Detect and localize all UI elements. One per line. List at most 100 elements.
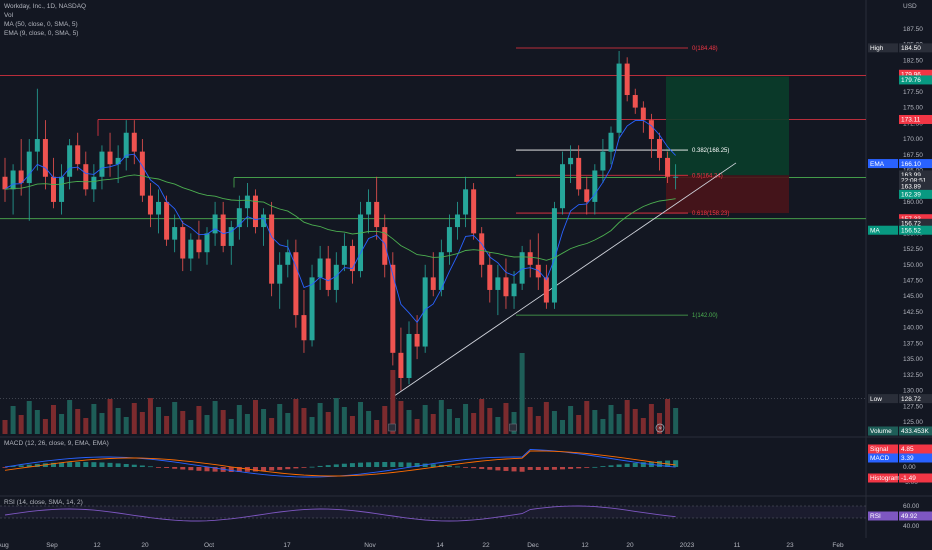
volume-bar	[535, 416, 541, 434]
lightning-bolt	[658, 425, 662, 431]
volume-bar	[568, 406, 574, 434]
volume-bar	[26, 401, 32, 434]
vol-legend: Vol	[4, 12, 13, 19]
volume-bar	[309, 417, 315, 434]
time-axis-label: 20	[626, 542, 634, 549]
volume-bar	[212, 401, 218, 434]
candle-body	[495, 277, 501, 290]
ma-label: MA (50, close, 0, SMA, 5)	[4, 21, 78, 28]
volume-bar	[131, 403, 137, 434]
candle-body	[10, 170, 16, 190]
signal-line	[4, 450, 676, 477]
candle-body	[398, 352, 404, 378]
price-tag: 156.72	[899, 218, 932, 228]
fib-level-label: 0.618(158.23)	[692, 211, 729, 217]
candle-body	[640, 107, 646, 121]
tag-value-box	[899, 189, 932, 199]
macd-histogram-bar	[398, 462, 404, 467]
candle-body	[180, 227, 186, 259]
price-axis-label: 135.00	[903, 356, 923, 363]
candle-body	[156, 201, 162, 215]
price-axis-label: 187.50	[903, 26, 923, 33]
macd-histogram-bar	[495, 467, 501, 471]
macd-histogram-bar	[301, 467, 307, 468]
candle-body	[293, 252, 299, 316]
volume-bar	[156, 407, 162, 434]
candle-body	[600, 151, 606, 171]
symbol-legend: Workday, Inc., 1D, NASDAQ	[4, 3, 86, 10]
tag-value-text: 3.39	[901, 455, 914, 462]
currency-label: USD	[903, 3, 917, 10]
volume-bar	[301, 408, 307, 434]
candle-body	[358, 214, 364, 272]
price-axis-label: 170.00	[903, 136, 923, 143]
trend-line	[391, 162, 737, 398]
candle-body	[236, 208, 242, 228]
macd-histogram-bar	[115, 463, 121, 467]
macd-histogram-bar	[656, 460, 662, 467]
candle-body	[414, 333, 420, 347]
tag-label-box	[868, 453, 898, 463]
price-axis-label: 137.50	[903, 340, 923, 347]
volume-bar	[293, 399, 299, 434]
volume-bar	[341, 407, 347, 434]
tag-label-box	[868, 511, 898, 521]
macd-histogram-bar	[228, 467, 234, 472]
volume-bar	[285, 413, 291, 434]
macd-histogram-bar	[535, 467, 541, 470]
rsi-legend: RSI (14, close, SMA, 14, 2)	[4, 499, 83, 506]
tag-value-box	[899, 453, 932, 463]
macd-histogram-bar	[519, 467, 525, 472]
volume-bar	[463, 404, 469, 434]
volume-bar	[333, 398, 339, 434]
macd-histogram-bar	[543, 467, 549, 470]
macd-histogram-bar	[261, 467, 267, 472]
volume-bar	[277, 404, 283, 434]
volume-bar	[147, 398, 153, 434]
volume-bar	[204, 415, 210, 434]
macd-histogram-bar	[99, 462, 105, 467]
candle-body	[568, 157, 574, 165]
macd-histogram-bar	[414, 463, 420, 467]
volume-bar	[438, 400, 444, 434]
volume-bar	[648, 404, 654, 434]
macd-histogram-bar	[382, 462, 388, 467]
time-axis-label: Nov	[364, 542, 376, 549]
volume-bar	[495, 417, 501, 434]
tag-value-text: 128.72	[901, 396, 921, 403]
macd-histogram-bar	[479, 467, 485, 469]
volume-bar	[471, 413, 477, 434]
volume-bar	[608, 405, 614, 434]
time-axis-label: Feb	[832, 542, 844, 549]
tag-value-box	[899, 218, 932, 228]
volume-bar	[252, 400, 258, 434]
fib-level-label: 0.382(168.25)	[692, 148, 729, 154]
candle-body	[269, 214, 275, 284]
candle-body	[656, 139, 662, 158]
candle-body	[244, 195, 250, 209]
tag-value-text: 179.96	[901, 71, 921, 78]
macd-axis-label: 0.00	[903, 464, 916, 471]
macd-histogram-bar	[26, 464, 32, 467]
candle-body	[2, 176, 8, 190]
time-axis-label: 2023	[680, 542, 695, 549]
candle-body	[560, 164, 566, 209]
macd-histogram-bar	[236, 467, 242, 472]
candle-body	[131, 132, 137, 152]
volume-bar	[390, 370, 396, 434]
candle-body	[50, 176, 56, 202]
tag-value-text: 433.453K	[901, 428, 929, 435]
volume-bar	[228, 419, 234, 434]
volume-bar	[454, 418, 460, 434]
volume-bar	[107, 399, 113, 434]
volume-bar	[519, 353, 525, 434]
macd-histogram-bar	[527, 467, 533, 470]
time-axis-label: 14	[436, 542, 444, 549]
tag-value-box	[899, 43, 932, 53]
volume-bar	[487, 408, 493, 434]
candle-body	[42, 139, 48, 177]
volume-bar	[543, 402, 549, 434]
tag-label-box	[868, 444, 898, 454]
volume-bar	[632, 409, 638, 434]
